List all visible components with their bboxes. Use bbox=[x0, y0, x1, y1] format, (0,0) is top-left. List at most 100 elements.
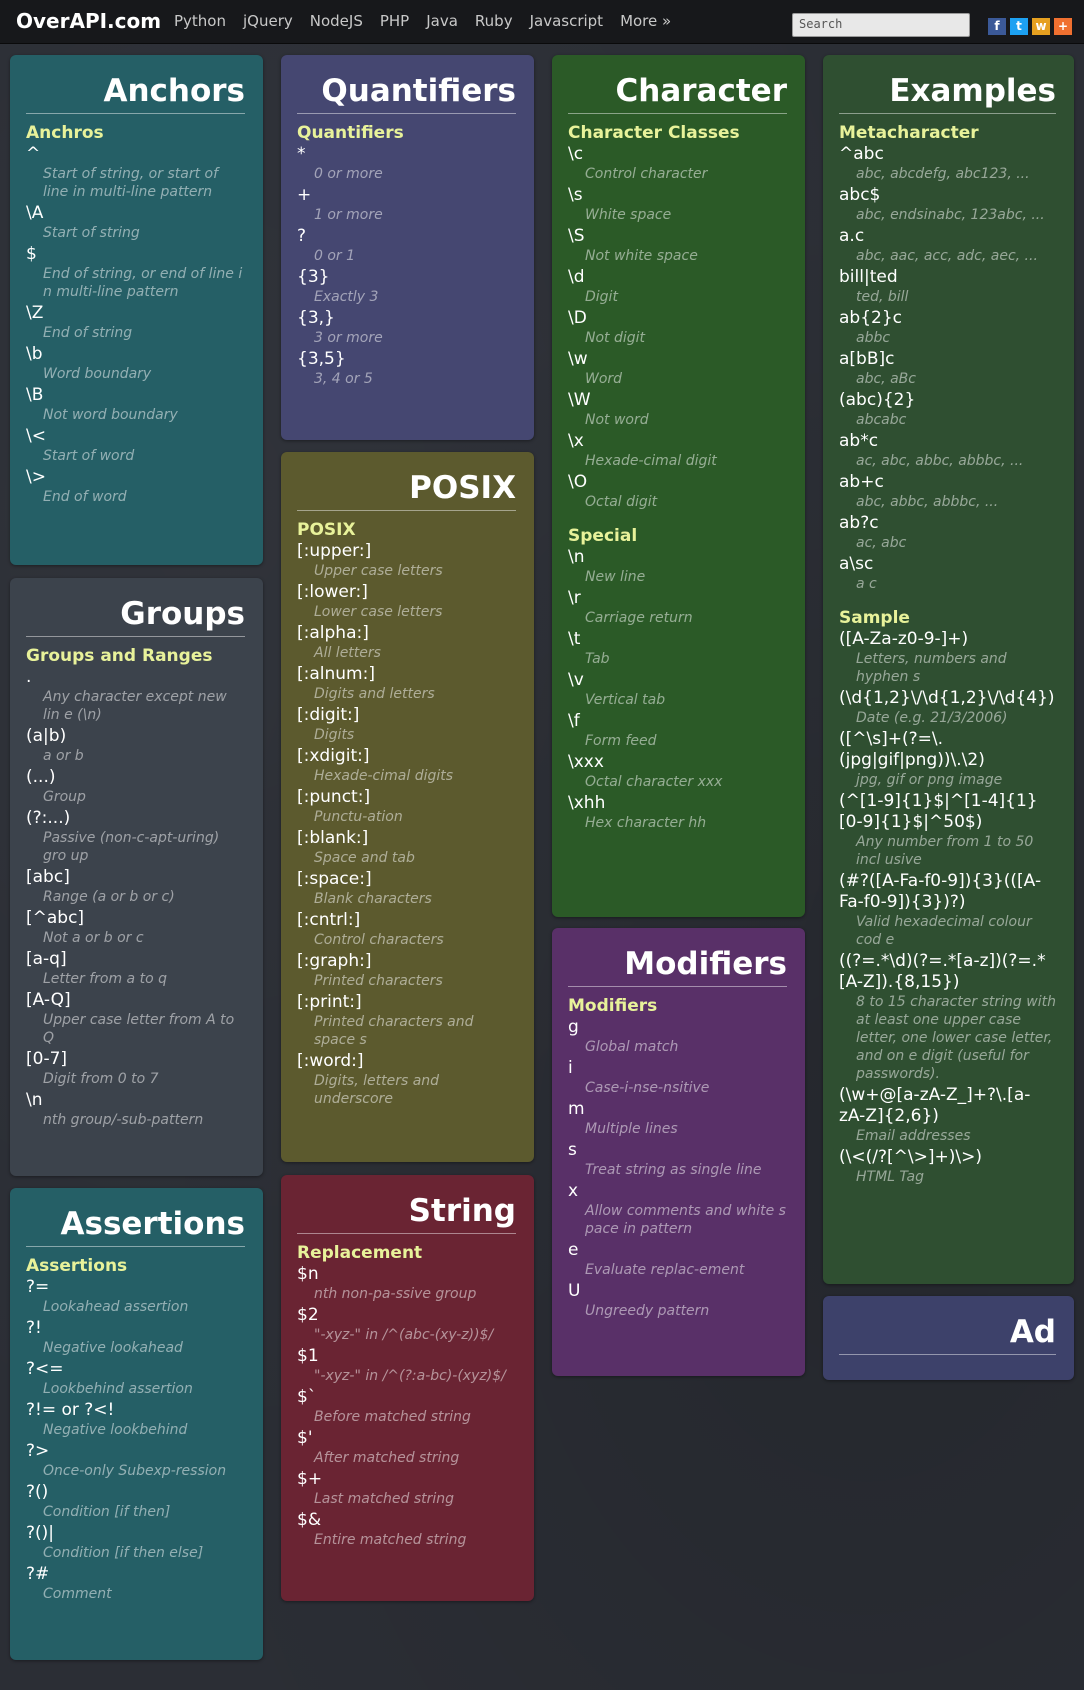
syntax-description: abbc bbox=[856, 330, 891, 346]
syntax-code: \d bbox=[568, 267, 585, 287]
card-title: POSIX bbox=[297, 452, 516, 511]
syntax-code: ?= bbox=[26, 1277, 50, 1297]
syntax-description: 1 or more bbox=[314, 207, 383, 223]
syntax-description: Word bbox=[585, 371, 623, 387]
syntax-description: Digits, letters and underscore bbox=[314, 1073, 440, 1107]
card-title: Examples bbox=[839, 55, 1056, 114]
facebook-icon[interactable]: f bbox=[988, 18, 1006, 35]
syntax-code: x bbox=[568, 1181, 579, 1201]
syntax-code: \A bbox=[26, 203, 44, 223]
syntax-description: a or b bbox=[43, 748, 84, 764]
syntax-code: [:blank:] bbox=[297, 828, 369, 848]
syntax-code: [:word:] bbox=[297, 1051, 364, 1071]
syntax-description: Lower case letters bbox=[314, 604, 443, 620]
syntax-description: Condition [if then else] bbox=[43, 1545, 204, 1561]
syntax-code: \b bbox=[26, 344, 43, 364]
syntax-code: \r bbox=[568, 588, 581, 608]
syntax-code: m bbox=[568, 1099, 585, 1119]
syntax-code: ab+c bbox=[839, 472, 884, 492]
syntax-code: [:cntrl:] bbox=[297, 910, 361, 930]
syntax-code: ?()| bbox=[26, 1523, 55, 1543]
section-heading: Anchros bbox=[26, 123, 104, 143]
section-heading: Special bbox=[568, 526, 638, 546]
syntax-description: End of word bbox=[43, 489, 127, 505]
syntax-code: ([A-Za-z0-9-]+) bbox=[839, 629, 969, 649]
syntax-description: Upper case letter from A to Q bbox=[43, 1012, 235, 1046]
syntax-description: a c bbox=[856, 576, 877, 592]
syntax-code: (\w+@[a-zA-Z_]+?\.[a-zA-Z]{2,6}) bbox=[839, 1085, 1031, 1126]
syntax-description: Printed characters and space s bbox=[314, 1014, 474, 1048]
syntax-code: U bbox=[568, 1281, 581, 1301]
syntax-code: [:graph:] bbox=[297, 951, 372, 971]
nav-link-jquery[interactable]: jQuery bbox=[243, 12, 293, 30]
syntax-code: \n bbox=[26, 1090, 43, 1110]
twitter-icon[interactable]: t bbox=[1010, 18, 1028, 35]
syntax-description: Control character bbox=[585, 166, 708, 182]
syntax-code: [0-7] bbox=[26, 1049, 68, 1069]
section-heading: Quantifiers bbox=[297, 123, 404, 143]
syntax-description: Hexade-cimal digit bbox=[585, 453, 717, 469]
card-quantifiers: Quantifiers Quantifiers * 0 or more +1 or mo… bbox=[281, 55, 534, 440]
syntax-code: ?<= bbox=[26, 1359, 64, 1379]
syntax-description: Negative lookbehind bbox=[43, 1422, 188, 1438]
syntax-code: \c bbox=[568, 144, 584, 164]
card-ad: Ad bbox=[823, 1296, 1074, 1380]
syntax-code: * bbox=[297, 144, 306, 164]
syntax-description: Digits and letters bbox=[314, 686, 435, 702]
card-posix: POSIX POSIX [:upper:] Upper case letters [:l… bbox=[281, 452, 534, 1162]
syntax-code: {3,5} bbox=[297, 349, 346, 369]
nav-link-nodejs[interactable]: NodeJS bbox=[309, 12, 363, 30]
syntax-code: ?! bbox=[26, 1318, 42, 1338]
syntax-code: i bbox=[568, 1058, 573, 1078]
syntax-description: Any character except new lin e (\n) bbox=[43, 689, 227, 723]
section-heading: Sample bbox=[839, 608, 910, 628]
syntax-description: abc, aBc bbox=[856, 371, 916, 387]
card-title: Ad bbox=[839, 1296, 1056, 1355]
section-heading: Groups and Ranges bbox=[26, 646, 213, 666]
syntax-code: s bbox=[568, 1140, 577, 1160]
top-navigation-bar: OverAPI.com Python jQuery NodeJS PHP Jav… bbox=[0, 0, 1084, 44]
card-title: Character bbox=[568, 55, 787, 114]
syntax-code: [^abc] bbox=[26, 908, 85, 928]
nav-link-python[interactable]: Python bbox=[174, 12, 226, 30]
syntax-code: $+ bbox=[297, 1469, 323, 1489]
syntax-description: Group bbox=[43, 789, 86, 805]
syntax-code: \xhh bbox=[568, 793, 606, 813]
syntax-code: (#?([A-Fa-f0-9]){3}(([A-Fa-f0-9]){3})?) bbox=[839, 871, 1042, 912]
syntax-description: Once-only Subexp-ression bbox=[43, 1463, 227, 1479]
nav-link-more[interactable]: More » bbox=[620, 12, 672, 30]
syntax-code: \S bbox=[568, 226, 585, 246]
syntax-description: Treat string as single line bbox=[585, 1162, 762, 1178]
syntax-description: Comment bbox=[43, 1586, 112, 1602]
syntax-description: abc, endsinabc, 123abc, ... bbox=[856, 207, 1045, 223]
card-assertions: Assertions Assertions ?= Lookahead assertio… bbox=[10, 1188, 263, 1660]
syntax-code: a[bB]c bbox=[839, 349, 895, 369]
syntax-description: Letters, numbers and hyphen s bbox=[856, 651, 1007, 685]
syntax-code: [:upper:] bbox=[297, 541, 372, 561]
nav-link-ruby[interactable]: Ruby bbox=[474, 12, 513, 30]
syntax-code: abc$ bbox=[839, 185, 881, 205]
syntax-code: \w bbox=[568, 349, 588, 369]
nav-link-javascript[interactable]: Javascript bbox=[529, 12, 604, 30]
syntax-code: ^ bbox=[26, 144, 41, 164]
site-logo[interactable]: OverAPI.com bbox=[16, 9, 162, 33]
syntax-code: [:print:] bbox=[297, 992, 362, 1012]
syntax-description: Letter from a to q bbox=[43, 971, 167, 987]
syntax-description: End of string bbox=[43, 325, 133, 341]
syntax-code: [:xdigit:] bbox=[297, 746, 370, 766]
syntax-description: Punctu-ation bbox=[314, 809, 403, 825]
syntax-code: \B bbox=[26, 385, 44, 405]
weibo-icon[interactable]: w bbox=[1032, 18, 1050, 35]
share-plus-icon[interactable]: + bbox=[1054, 18, 1072, 35]
section-heading: Modifiers bbox=[568, 996, 658, 1016]
search-input[interactable]: Search bbox=[792, 13, 970, 37]
syntax-description: 3 or more bbox=[314, 330, 383, 346]
syntax-description: Vertical tab bbox=[585, 692, 666, 708]
syntax-code: (a|b) bbox=[26, 726, 67, 746]
nav-link-java[interactable]: Java bbox=[426, 12, 458, 30]
syntax-code: a.c bbox=[839, 226, 865, 246]
nav-link-php[interactable]: PHP bbox=[379, 12, 410, 30]
syntax-code: ? bbox=[297, 226, 307, 246]
syntax-code: \< bbox=[26, 426, 46, 446]
syntax-description: Digits bbox=[314, 727, 355, 743]
